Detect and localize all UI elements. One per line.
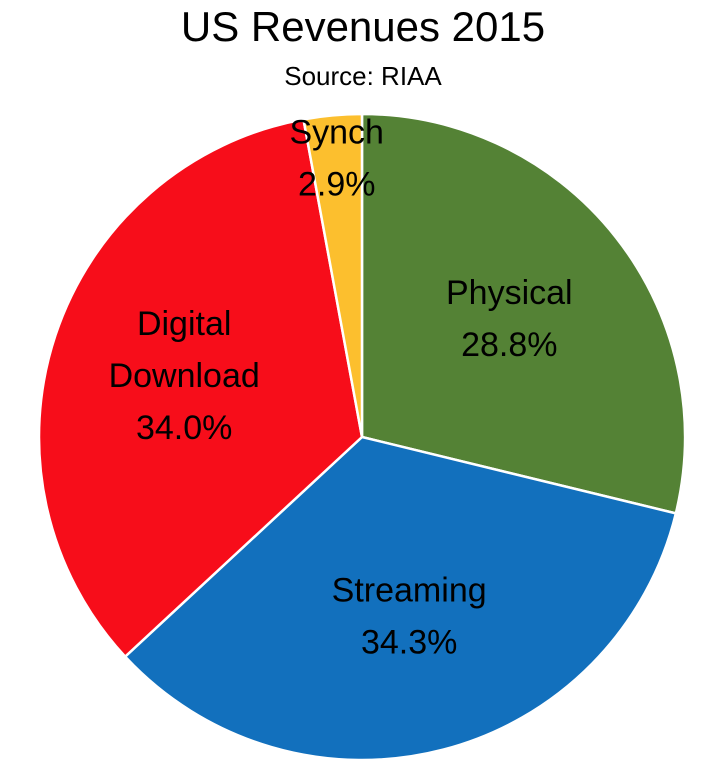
slice-label-digital-download: Digital Download 34.0%: [109, 305, 260, 447]
slice-category-label: Synch: [289, 113, 384, 151]
pie-slice-physical: [360, 112, 687, 515]
slice-value-label: 34.0%: [136, 409, 232, 447]
chart-title: US Revenues 2015: [180, 3, 546, 50]
chart-subtitle: Source: RIAA: [284, 61, 442, 91]
slice-label-streaming: Streaming 34.3%: [332, 571, 487, 661]
slice-category-label: Download: [109, 357, 260, 395]
pie-slice-synch: [302, 112, 364, 439]
slice-label-synch: Synch 2.9%: [289, 113, 384, 203]
slice-label-physical: Physical 28.8%: [446, 274, 573, 364]
slice-value-label: 2.9%: [298, 165, 376, 203]
slice-category-label: Physical: [446, 274, 573, 312]
slice-value-label: 34.3%: [361, 623, 457, 661]
slice-value-label: 28.8%: [461, 326, 557, 364]
pie-slice-digital-download: [37, 118, 364, 658]
slice-category-label: Digital: [137, 305, 231, 343]
slice-category-label: Streaming: [332, 571, 487, 609]
pie-slice-streaming: [123, 435, 678, 762]
